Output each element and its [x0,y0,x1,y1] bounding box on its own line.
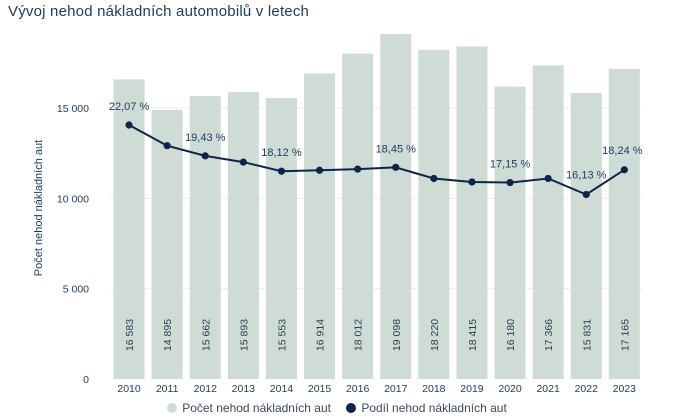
bar-series [113,34,640,380]
bar [304,73,336,380]
line-point [201,152,209,160]
bar-value-label: 18 012 [353,319,365,351]
x-tick-label: 2021 [536,383,560,395]
legend: Počet nehod nákladních aut Podíl nehod n… [0,401,674,415]
bar-value-label: 18 220 [429,319,441,351]
line-series [125,121,628,199]
bar [532,65,564,380]
x-tick-label: 2020 [498,383,522,395]
y-axis-ticks: 0 5 000 10 000 15 000 [57,103,89,386]
bar-value-label: 15 893 [238,319,250,351]
line-point-label: 16,13 % [566,169,607,181]
bar-value-label: 16 914 [315,319,327,351]
bar-value-label: 18 415 [467,319,479,351]
bar [418,49,450,379]
bar [189,96,221,379]
bar-value-label: 15 553 [276,319,288,351]
line-point [582,190,590,199]
x-tick-label: 2014 [270,383,294,395]
bar [265,98,297,379]
x-tick-label: 2011 [156,383,179,395]
legend-label-line: Podíl nehod nákladních aut [361,401,507,415]
bar [494,86,526,379]
bar [456,46,488,380]
bar-value-label: 15 662 [200,319,212,351]
line-point [620,166,628,174]
legend-item-line: Podíl nehod nákladních aut [346,401,507,415]
bar [227,91,259,379]
bar [608,68,640,379]
x-tick-label: 2015 [308,383,332,395]
legend-item-bars: Počet nehod nákladních aut [167,401,331,415]
y-tick-label: 0 [83,374,89,386]
y-axis-label: Počet nehod nákladních aut [33,140,45,276]
line-point-label: 19,43 % [185,132,226,144]
line-point [125,121,133,129]
x-tick-label: 2019 [460,383,484,395]
bar-value-label: 17 366 [543,319,555,351]
line-point [315,166,324,174]
bar-value-label: 19 098 [391,319,403,351]
legend-swatch-bars [167,403,178,413]
bar-value-label: 14 895 [162,319,174,351]
legend-label-bars: Počet nehod nákladních aut [182,401,331,415]
bar [342,53,374,379]
x-tick-label: 2018 [422,383,446,395]
bar [570,93,602,380]
chart-title: Vývoj nehod nákladních automobilů v lete… [8,3,310,20]
x-tick-label: 2017 [384,383,408,395]
line-point-label: 18,12 % [261,147,302,159]
x-tick-label: 2016 [346,383,370,395]
bar [380,34,412,379]
y-tick-label: 5 000 [63,284,89,296]
line-point-label: 18,45 % [376,143,417,155]
bar-value-label: 16 583 [124,319,136,351]
line-point [430,174,438,183]
legend-swatch-line [346,403,357,413]
line-point [239,158,247,166]
bar [113,79,145,379]
line-point [354,165,362,173]
line-point-label: 18,24 % [602,145,643,157]
x-axis-ticks: 2010 2011 2012 2013 2014 2015 2016 2017 2018 2019… [117,383,636,395]
x-tick-label: 2022 [575,383,599,395]
series-line [128,124,625,196]
x-tick-label: 2023 [613,383,637,395]
line-point [506,178,514,187]
bar-value-labels: 16 583 14 895 15 662 15 893 15 553 16 914 18 0… [124,319,631,351]
line-point [163,142,171,150]
line-point [468,178,476,186]
x-tick-label: 2013 [232,383,256,395]
x-tick-label: 2012 [194,383,218,395]
line-point-label: 22,07 % [109,101,150,113]
bar-value-label: 15 831 [581,319,593,351]
line-point-labels: 22,07 % 19,43 % 18,12 % 18,45 % 17,15 % 16,13… [109,101,643,181]
bar [151,109,183,379]
y-tick-label: 15 000 [57,103,89,115]
line-point [392,163,400,171]
bar-value-label: 16 180 [505,319,517,351]
y-tick-label: 10 000 [57,193,89,205]
line-point [277,167,286,175]
line-point [544,174,552,183]
x-tick-label: 2010 [117,383,141,395]
bar-value-label: 17 165 [619,319,631,351]
line-point-label: 17,15 % [490,159,531,171]
